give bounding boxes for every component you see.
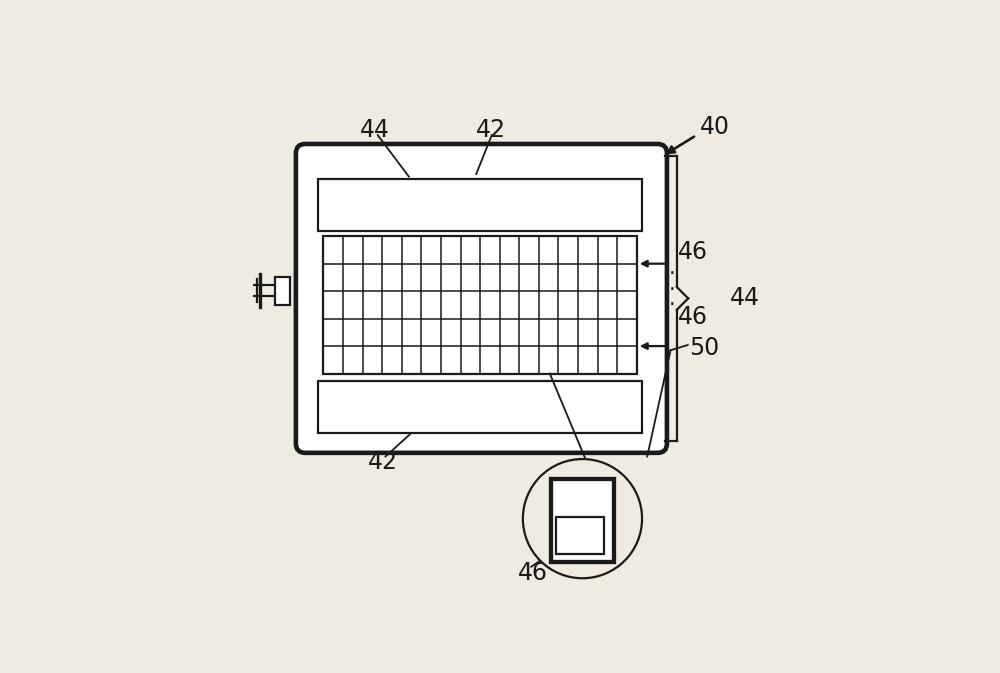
- Text: 44: 44: [360, 118, 390, 142]
- Text: 46: 46: [678, 240, 708, 264]
- Bar: [318, 179, 642, 231]
- Bar: [556, 517, 604, 555]
- Text: 50: 50: [689, 336, 719, 359]
- Text: 46: 46: [678, 305, 708, 328]
- Text: 42: 42: [476, 118, 506, 142]
- Text: .: .: [669, 289, 675, 310]
- Text: 40: 40: [700, 115, 730, 139]
- Bar: [323, 236, 637, 374]
- Text: 44: 44: [730, 287, 760, 310]
- Circle shape: [523, 459, 642, 578]
- Text: 46: 46: [518, 561, 548, 585]
- Bar: [551, 479, 614, 562]
- Bar: [275, 277, 290, 305]
- Text: .: .: [669, 274, 675, 294]
- Text: 42: 42: [367, 450, 397, 474]
- Text: .: .: [669, 258, 675, 279]
- FancyBboxPatch shape: [296, 144, 667, 453]
- Bar: [318, 382, 642, 433]
